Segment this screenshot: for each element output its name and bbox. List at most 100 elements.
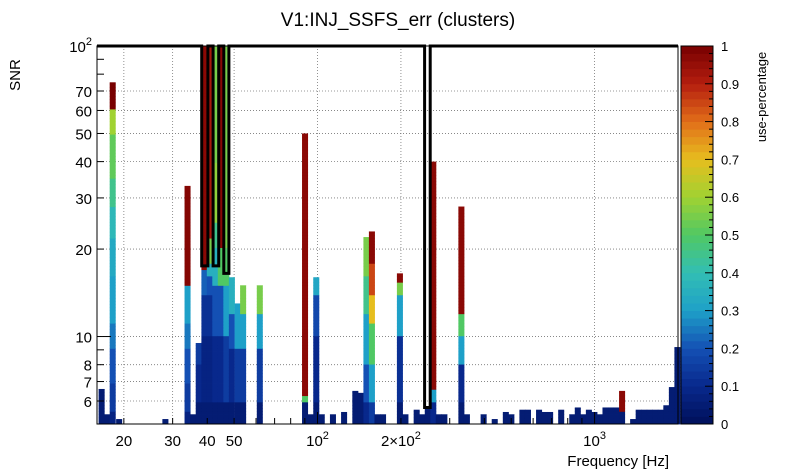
heatmap-cell — [368, 329, 375, 334]
heatmap-cell — [352, 420, 359, 425]
heatmap-cell — [206, 203, 213, 208]
heatmap-cell — [302, 172, 309, 176]
heatmap-cell — [302, 307, 309, 311]
heatmap-cell — [212, 417, 219, 422]
heatmap-cell — [184, 298, 191, 302]
heatmap-cell — [184, 414, 191, 419]
heatmap-cell — [184, 228, 191, 233]
heatmap-cell — [217, 86, 224, 91]
heatmap-cell — [458, 338, 465, 343]
heatmap-cell — [223, 398, 230, 403]
heatmap-cell — [228, 282, 235, 286]
heatmap-cell — [195, 414, 202, 419]
heatmap-column — [663, 405, 670, 425]
heatmap-cell — [212, 282, 219, 286]
heatmap-cell — [313, 294, 320, 299]
heatmap-cell — [396, 414, 403, 419]
heatmap-cell — [302, 298, 309, 302]
heatmap-cell — [212, 370, 219, 374]
heatmap-cell — [206, 137, 213, 141]
heatmap-cell — [212, 209, 219, 214]
heatmap-cell — [302, 175, 309, 179]
heatmap-cell — [109, 320, 116, 324]
colorbar-segment — [681, 106, 713, 115]
heatmap-cell — [109, 269, 116, 274]
heatmap-cell — [234, 326, 241, 330]
heatmap-cell — [206, 241, 213, 245]
heatmap-column — [329, 414, 336, 425]
heatmap-cell — [363, 411, 370, 415]
heatmap-cell — [212, 184, 219, 189]
heatmap-cell — [368, 405, 375, 409]
heatmap-cell — [223, 200, 230, 204]
heatmap-cell — [352, 398, 359, 403]
heatmap-cell — [217, 253, 224, 258]
heatmap-cell — [234, 395, 241, 400]
heatmap-cell — [109, 405, 116, 409]
heatmap-cell — [480, 414, 487, 415]
heatmap-cell — [223, 285, 230, 289]
heatmap-cell — [302, 332, 309, 337]
heatmap-cell — [396, 405, 403, 409]
heatmap-cell — [357, 411, 364, 415]
heatmap-cell — [396, 307, 403, 311]
heatmap-cell — [396, 345, 403, 349]
heatmap-cell — [368, 408, 375, 412]
heatmap-cell — [674, 347, 681, 349]
heatmap-cell — [341, 411, 348, 415]
heatmap-cell — [363, 310, 370, 315]
heatmap-cell — [430, 250, 437, 255]
heatmap-cell — [458, 279, 465, 283]
heatmap-cell — [228, 411, 235, 415]
heatmap-cell — [674, 379, 681, 384]
heatmap-cell — [657, 411, 664, 415]
heatmap-column — [162, 419, 169, 425]
heatmap-cell — [201, 131, 208, 135]
colorbar-segment — [681, 174, 713, 183]
heatmap-cell — [109, 395, 116, 400]
heatmap-cell — [380, 417, 387, 422]
heatmap-cell — [313, 298, 320, 302]
heatmap-cell — [674, 389, 681, 393]
heatmap-cell — [184, 212, 191, 217]
heatmap-cell — [223, 310, 230, 315]
heatmap-cell — [307, 417, 314, 422]
heatmap-cell — [201, 71, 208, 75]
heatmap-cell — [368, 275, 375, 280]
heatmap-cell — [363, 275, 370, 280]
heatmap-cell — [228, 376, 235, 381]
heatmap-cell — [536, 414, 543, 419]
heatmap-cell — [109, 153, 116, 157]
heatmap-cell — [580, 414, 587, 419]
heatmap-cell — [223, 46, 230, 50]
heatmap-cell — [206, 124, 213, 129]
heatmap-cell — [228, 335, 235, 340]
heatmap-cell — [363, 361, 370, 365]
heatmap-cell — [256, 414, 263, 419]
heatmap-cell — [184, 206, 191, 211]
heatmap-cell — [109, 222, 116, 226]
heatmap-cell — [223, 373, 230, 378]
heatmap-cell — [109, 379, 116, 384]
heatmap-cell — [201, 55, 208, 59]
heatmap-cell — [302, 235, 309, 239]
heatmap-cell — [368, 357, 375, 362]
heatmap-cell — [240, 338, 247, 343]
x-tick-label: 50 — [226, 433, 243, 450]
heatmap-cell — [223, 149, 230, 154]
heatmap-cell — [357, 392, 364, 397]
heatmap-cell — [109, 235, 116, 239]
heatmap-cell — [109, 398, 116, 403]
heatmap-cell — [217, 417, 224, 422]
heatmap-cell — [302, 178, 309, 182]
colorbar-segment — [681, 166, 713, 175]
colorbar-segment — [681, 325, 713, 334]
heatmap-cell — [430, 209, 437, 214]
heatmap-cell — [109, 301, 116, 305]
heatmap-cell — [368, 395, 375, 400]
heatmap-cell — [363, 282, 370, 286]
heatmap-cell — [430, 332, 437, 337]
heatmap-cell — [201, 414, 208, 419]
heatmap-cell — [396, 291, 403, 296]
heatmap-cell — [430, 168, 437, 173]
